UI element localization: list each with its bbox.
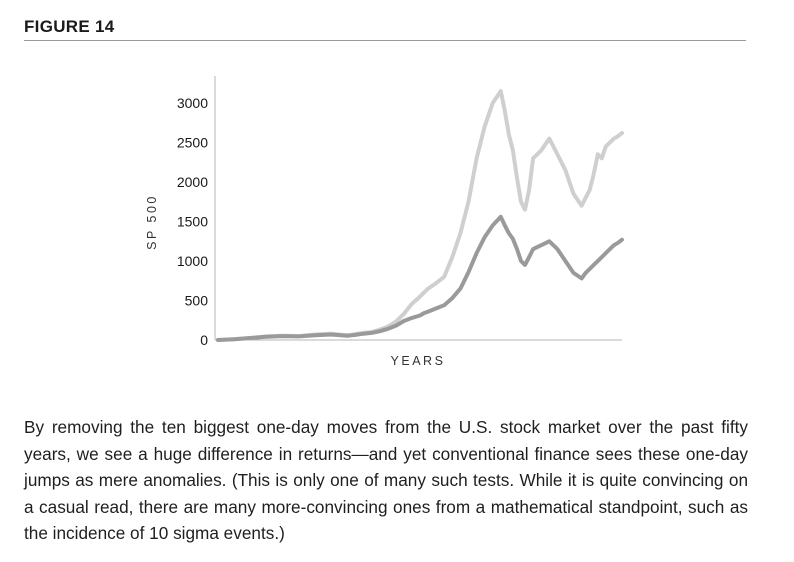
y-tick-label-1500: 1500 [177,214,208,230]
figure-title: FIGURE 14 [24,17,115,36]
y-tick-label-1000: 1000 [177,253,208,269]
y-tick-label-3000: 3000 [177,95,208,111]
figure-caption: By removing the ten biggest one-day move… [24,417,748,543]
series-line-2 [216,214,624,342]
x-axis-label: YEARS [391,354,446,368]
y-axis-label: SP 500 [145,194,159,250]
y-tick-label-0: 0 [200,332,208,348]
y-tick-label-500: 500 [185,293,209,309]
y-tick-labels: 0 500 1000 1500 2000 2500 3000 [177,95,208,348]
series-line-1 [216,89,624,342]
y-tick-label-2500: 2500 [177,135,208,151]
y-tick-label-2000: 2000 [177,174,208,190]
series-layer [216,89,624,342]
sp500-line-chart: 0 500 1000 1500 2000 2500 3000 SP 500 YEARS [145,76,624,368]
title-divider [24,40,746,41]
